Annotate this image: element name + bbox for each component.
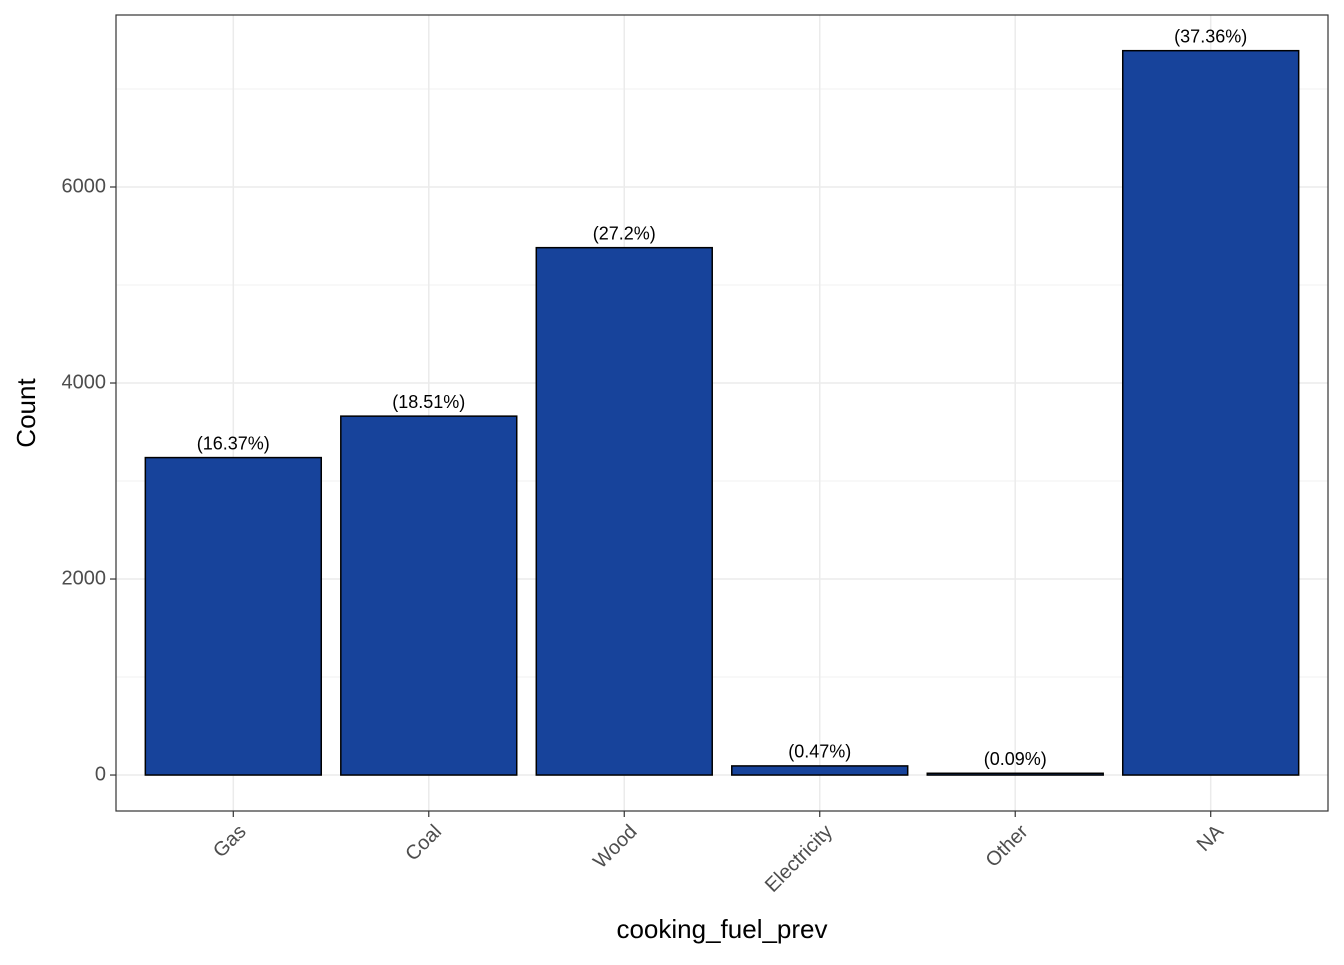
x-tick-label: Electricity — [761, 821, 837, 897]
x-axis-title: cooking_fuel_prev — [616, 914, 827, 944]
x-tick-label: Gas — [209, 821, 250, 862]
bar-label: (0.09%) — [984, 749, 1047, 769]
bar — [1121, 49, 1300, 776]
x-tick-label: Other — [982, 820, 1033, 871]
y-tick-label: 4000 — [62, 371, 107, 393]
x-tick-label: Wood — [589, 821, 641, 873]
bar — [731, 765, 909, 776]
y-tick-label: 0 — [95, 763, 106, 785]
x-tick-label: Coal — [401, 821, 446, 866]
y-tick-label: 2000 — [62, 567, 107, 589]
bar — [535, 246, 713, 776]
x-tick-label: NA — [1193, 820, 1229, 856]
y-axis-title: Count — [11, 378, 41, 448]
y-tick-label: 6000 — [62, 175, 107, 197]
panel-border — [115, 14, 1329, 812]
bar-label: (0.47%) — [788, 742, 851, 762]
bar — [926, 772, 1104, 776]
bar — [144, 456, 323, 776]
bar-label: (16.37%) — [197, 433, 270, 453]
bar — [340, 415, 518, 776]
bar-label: (27.2%) — [593, 223, 656, 243]
bar-label: (37.36%) — [1174, 26, 1247, 46]
bar-label: (18.51%) — [392, 392, 465, 412]
